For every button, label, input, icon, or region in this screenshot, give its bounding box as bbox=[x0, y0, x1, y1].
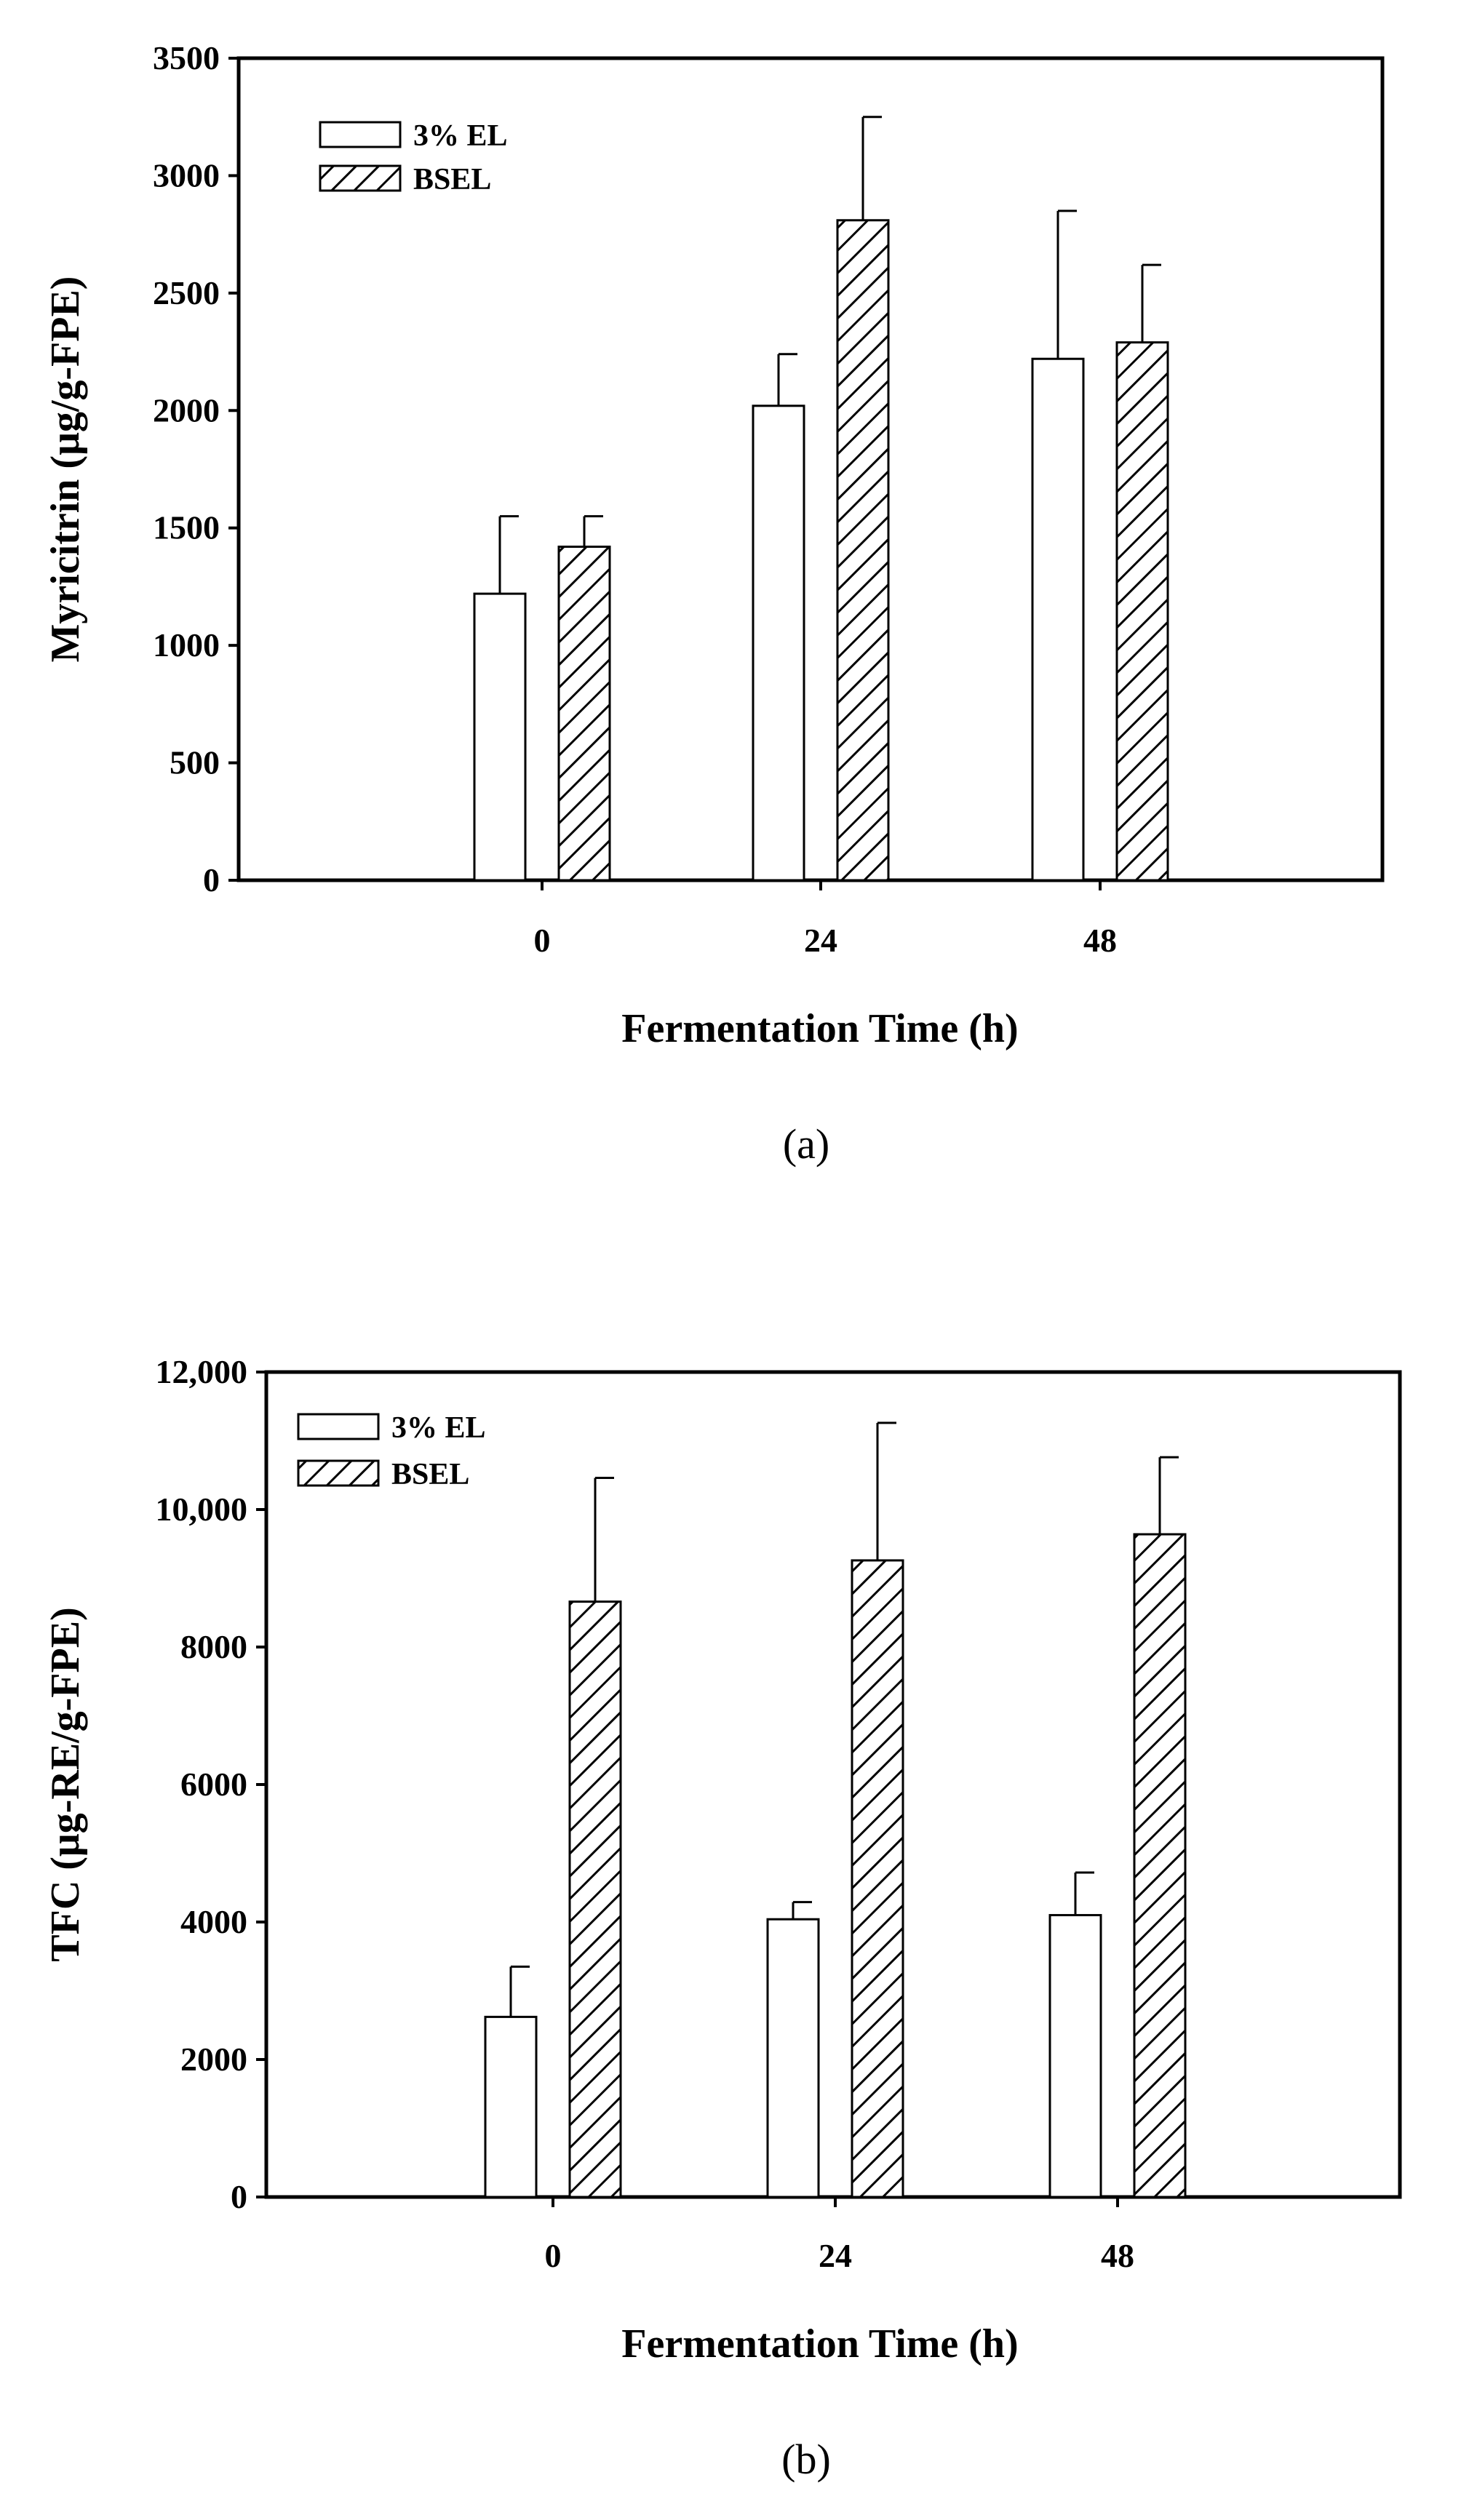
y-tick-label: 2000 bbox=[180, 2041, 247, 2078]
plot-frame bbox=[236, 56, 1385, 882]
x-tick-label: 48 bbox=[1083, 922, 1117, 959]
x-axis-title: Fermentation Time (h) bbox=[621, 1006, 1018, 1051]
legend-label: BSEL bbox=[391, 1458, 469, 1491]
bar-open bbox=[766, 1918, 820, 2198]
y-axis-ticks: 0 2000 4000 6000 8000 10,000 12,000 bbox=[156, 1353, 266, 2215]
x-tick-label: 48 bbox=[1101, 2237, 1134, 2274]
y-tick-label: 500 bbox=[170, 744, 220, 781]
bar-group bbox=[473, 116, 1169, 882]
legend-label: 3% EL bbox=[413, 119, 508, 153]
legend-swatch-open bbox=[297, 1413, 380, 1440]
legend: 3% EL BSEL bbox=[297, 1411, 486, 1491]
y-tick-label: 0 bbox=[203, 861, 220, 898]
bar-open bbox=[473, 592, 527, 882]
y-tick-label: 1000 bbox=[153, 626, 220, 663]
x-axis-title: Fermentation Time (h) bbox=[621, 2321, 1018, 2367]
y-axis-ticks: 0 500 1000 1500 2000 2500 3000 3500 bbox=[153, 39, 239, 898]
bar-open bbox=[484, 2015, 538, 2198]
x-tick-label: 0 bbox=[545, 2237, 562, 2274]
legend-label: 3% EL bbox=[391, 1411, 486, 1445]
y-tick-label: 2000 bbox=[153, 391, 220, 428]
x-tick-label: 0 bbox=[534, 922, 551, 959]
y-tick-label: 0 bbox=[231, 2178, 247, 2215]
y-tick-label: 12,000 bbox=[156, 1353, 248, 1390]
y-tick-label: 4000 bbox=[180, 1903, 247, 1940]
bar-open bbox=[1031, 357, 1085, 882]
legend-swatch-hatched bbox=[297, 1459, 380, 1487]
legend-swatch-hatched bbox=[319, 164, 402, 192]
x-tick-label: 24 bbox=[804, 922, 837, 959]
bar-hatched bbox=[568, 1600, 622, 2198]
bar-hatched bbox=[1115, 341, 1169, 882]
y-tick-label: 3000 bbox=[153, 156, 220, 194]
bar-open bbox=[752, 404, 805, 882]
y-tick-label: 1500 bbox=[153, 509, 220, 546]
bar-open bbox=[1048, 1914, 1102, 2198]
y-axis-title: TFC (μg-RE/g-FPE) bbox=[43, 1607, 88, 1961]
bar-group bbox=[484, 1422, 1187, 2198]
x-axis-ticks: 0 24 48 bbox=[534, 880, 1117, 959]
x-tick-label: 24 bbox=[819, 2237, 852, 2274]
bar-hatched bbox=[1133, 1533, 1187, 2198]
legend: 3% EL BSEL bbox=[319, 119, 508, 196]
y-tick-label: 10,000 bbox=[156, 1491, 248, 1528]
panel-label: (b) bbox=[781, 2436, 831, 2483]
panel-label: (a) bbox=[783, 1120, 829, 1168]
chart-panel-b: 0 2000 4000 6000 8000 10,000 12,000 0 24 48 3% E… bbox=[43, 1353, 1402, 2483]
legend-swatch-open bbox=[319, 121, 402, 148]
y-tick-label: 3500 bbox=[153, 39, 220, 76]
legend-label: BSEL bbox=[413, 163, 491, 196]
y-tick-label: 8000 bbox=[180, 1628, 247, 1665]
bar-hatched bbox=[836, 219, 890, 882]
plot-frame bbox=[264, 1370, 1402, 2199]
bar-hatched bbox=[851, 1559, 904, 2198]
y-tick-label: 6000 bbox=[180, 1766, 247, 1803]
chart-panel-a: 0 500 1000 1500 2000 2500 3000 3500 0 24 48 3% EL… bbox=[43, 39, 1385, 1168]
y-axis-title: Myricitrin (μg/g-FPE) bbox=[43, 276, 88, 663]
x-axis-ticks: 0 24 48 bbox=[545, 2197, 1134, 2274]
bar-hatched bbox=[557, 546, 611, 882]
y-tick-label: 2500 bbox=[153, 274, 220, 311]
